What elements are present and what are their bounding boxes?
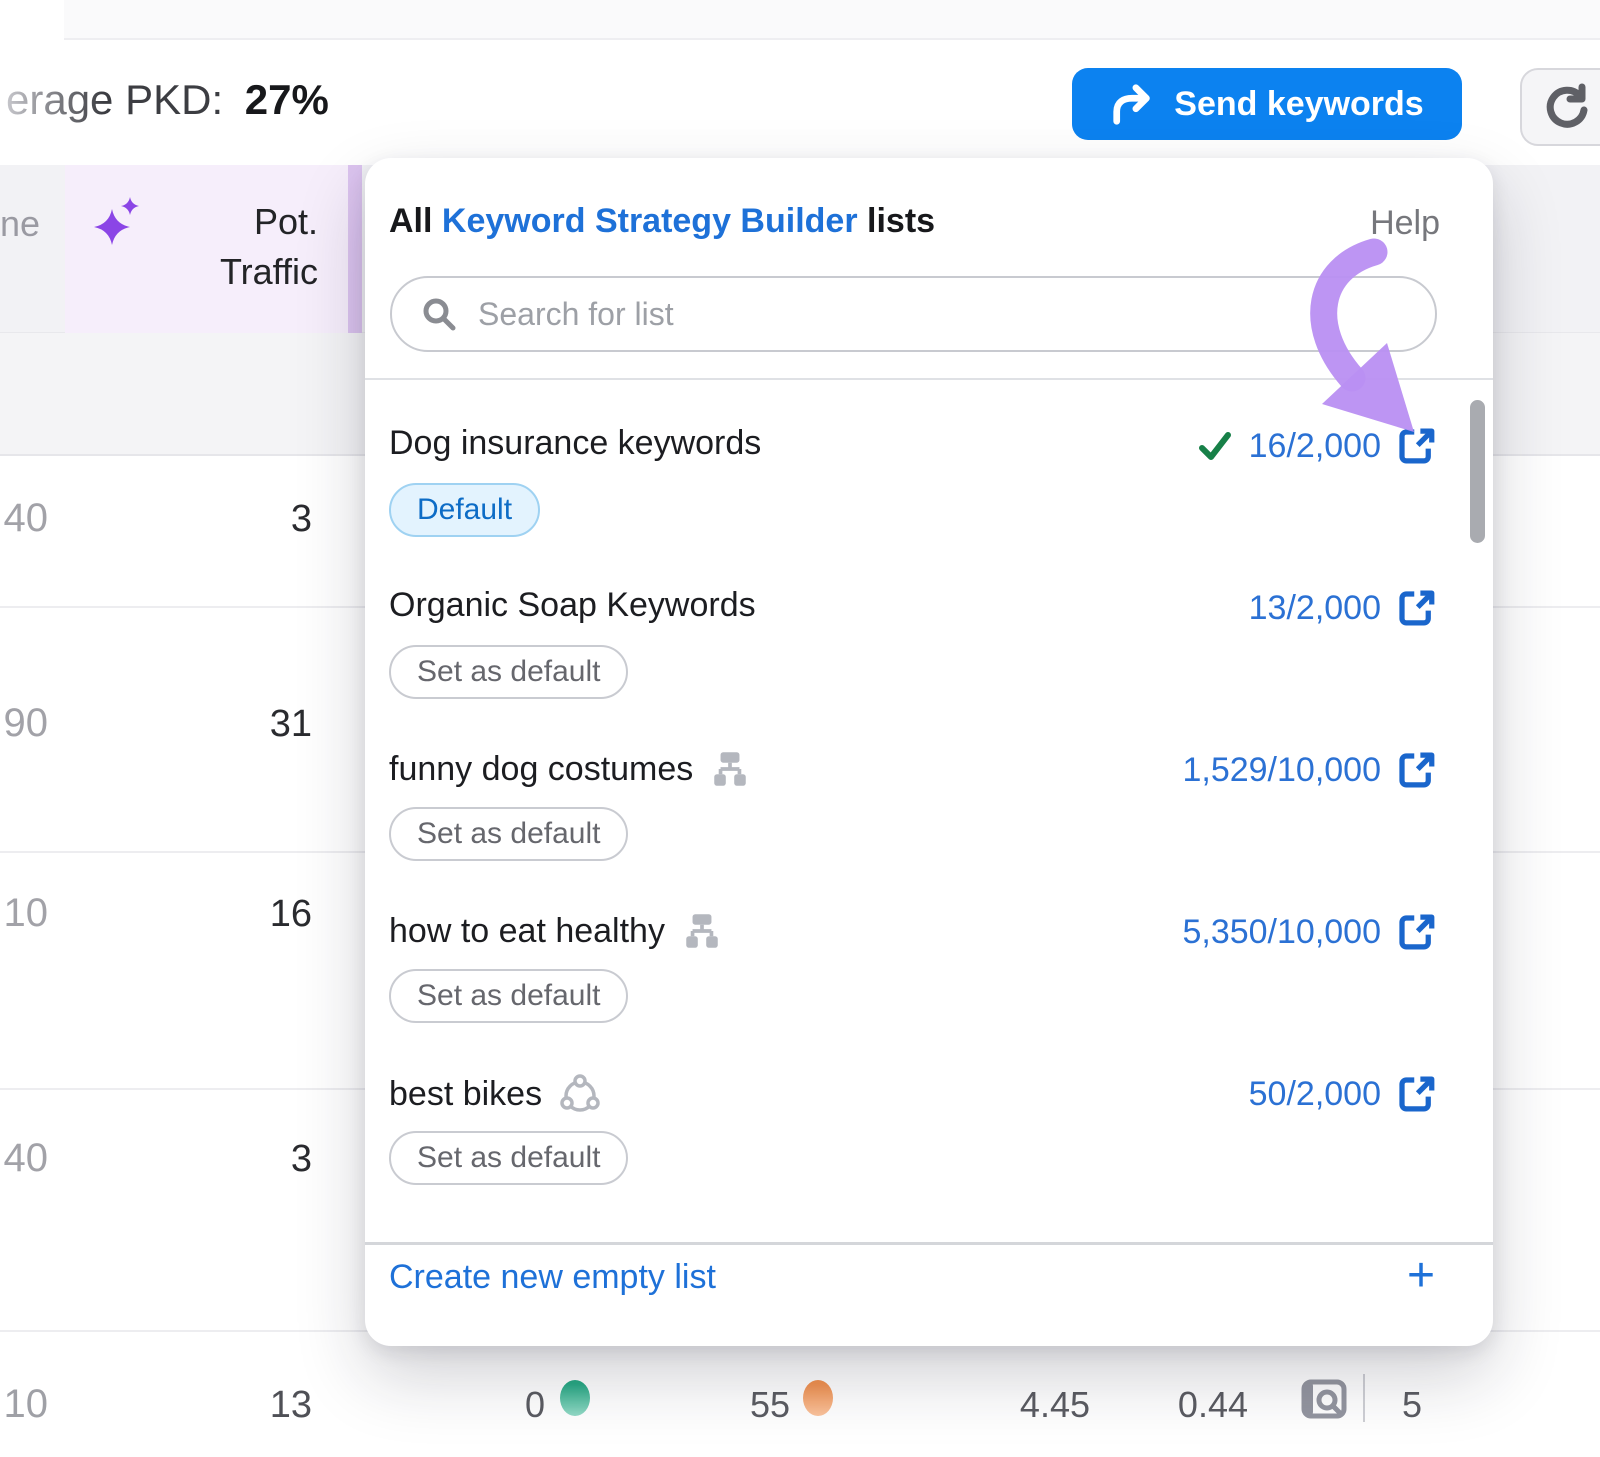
cpc-cell: 4.45 (1019, 1384, 1090, 1425)
pot-traffic-header[interactable]: Pot. Traffic (150, 197, 318, 297)
list-count-link[interactable]: 50/2,000 (1248, 1074, 1381, 1113)
cluster-icon (558, 1072, 602, 1116)
partial-column-header: ne (0, 203, 41, 244)
create-new-list-link[interactable]: Create new empty list (389, 1258, 716, 1296)
send-arrow-icon (1110, 82, 1156, 126)
help-link[interactable]: Help (1370, 204, 1440, 242)
kd-orange-dot (803, 1380, 833, 1416)
pot-traffic-cell: 31 (269, 703, 312, 745)
popup-title-prefix: All (389, 202, 433, 240)
set-as-default-button[interactable]: Set as default (389, 1131, 629, 1185)
list-name[interactable]: Dog insurance keywords (389, 424, 762, 462)
search-icon (420, 295, 458, 333)
list-name[interactable]: best bikes (389, 1074, 543, 1113)
list-name[interactable]: funny dog costumes (389, 749, 694, 788)
list-divider (365, 378, 1493, 380)
popup-scrollbar[interactable] (1470, 400, 1485, 543)
external-link-icon[interactable] (1395, 749, 1437, 791)
average-pkd-stat: erage PKD: 27% (6, 76, 329, 124)
list-name[interactable]: Organic Soap Keywords (389, 586, 756, 624)
send-keywords-button[interactable]: Send keywords (1072, 68, 1462, 140)
kd-cell: 55 (749, 1384, 790, 1425)
popup-title: All Keyword Strategy Builder lists (389, 202, 935, 241)
top-strip-notch (0, 0, 64, 40)
kd-green-dot (560, 1380, 590, 1416)
external-link-icon[interactable] (1395, 425, 1437, 467)
list-count-link[interactable]: 5,350/10,000 (1182, 912, 1381, 951)
set-as-default-button[interactable]: Set as default (389, 807, 629, 861)
average-pkd-label: erage PKD: (6, 76, 224, 123)
average-pkd-value: 27% (244, 76, 329, 123)
table-row: 10 13 0 55 4.45 0.44 5 (0, 1332, 1600, 1457)
pot-traffic-cell: 3 (290, 1138, 312, 1180)
set-as-default-button[interactable]: Set as default (389, 969, 629, 1023)
external-link-icon[interactable] (1395, 911, 1437, 953)
sitemap-icon (709, 748, 751, 790)
sitemap-icon (681, 910, 723, 952)
column-divider (1363, 1374, 1365, 1422)
kd-cell: 0 (524, 1384, 545, 1425)
popup-title-suffix: lists (867, 202, 936, 240)
pot-traffic-cell: 16 (269, 893, 312, 935)
refresh-button[interactable] (1520, 68, 1600, 146)
list-search-box (390, 276, 1437, 352)
serp-features-icon[interactable] (1298, 1374, 1350, 1426)
plus-icon[interactable]: + (1406, 1249, 1435, 1302)
external-link-icon[interactable] (1395, 587, 1437, 629)
pot-traffic-cell: 13 (269, 1384, 312, 1426)
pot-traffic-column-edge (348, 165, 362, 333)
popup-footer-divider (365, 1242, 1493, 1245)
check-icon (1195, 427, 1235, 465)
ai-sparkle-icon (90, 195, 146, 255)
volume-cell: 10 (3, 1382, 49, 1426)
send-keywords-label: Send keywords (1174, 84, 1424, 123)
default-badge: Default (389, 483, 541, 537)
volume-cell: 90 (3, 701, 49, 745)
volume-cell: 10 (3, 891, 49, 935)
results-cell: 5 (1401, 1384, 1422, 1425)
pot-traffic-cell: 3 (290, 498, 312, 540)
list-count-link[interactable]: 1,529/10,000 (1182, 750, 1381, 789)
pot-traffic-header-line1: Pot. (253, 201, 318, 242)
keyword-lists-popup: All Keyword Strategy Builder lists Help … (365, 158, 1493, 1346)
list-count-link[interactable]: 13/2,000 (1248, 588, 1381, 627)
volume-cell: 40 (3, 1136, 49, 1180)
volume-cell: 40 (3, 496, 49, 540)
refresh-icon (1540, 81, 1592, 133)
top-strip (0, 0, 1600, 40)
list-count-link[interactable]: 16/2,000 (1248, 426, 1381, 465)
search-input[interactable] (478, 295, 1435, 333)
list-name[interactable]: how to eat healthy (389, 911, 665, 950)
external-link-icon[interactable] (1395, 1073, 1437, 1115)
pot-traffic-header-line2: Traffic (219, 251, 318, 292)
competition-cell: 0.44 (1177, 1384, 1248, 1425)
keyword-strategy-builder-link[interactable]: Keyword Strategy Builder (441, 202, 858, 240)
set-as-default-button[interactable]: Set as default (389, 645, 629, 699)
pot-traffic-header-cell[interactable] (65, 165, 348, 333)
